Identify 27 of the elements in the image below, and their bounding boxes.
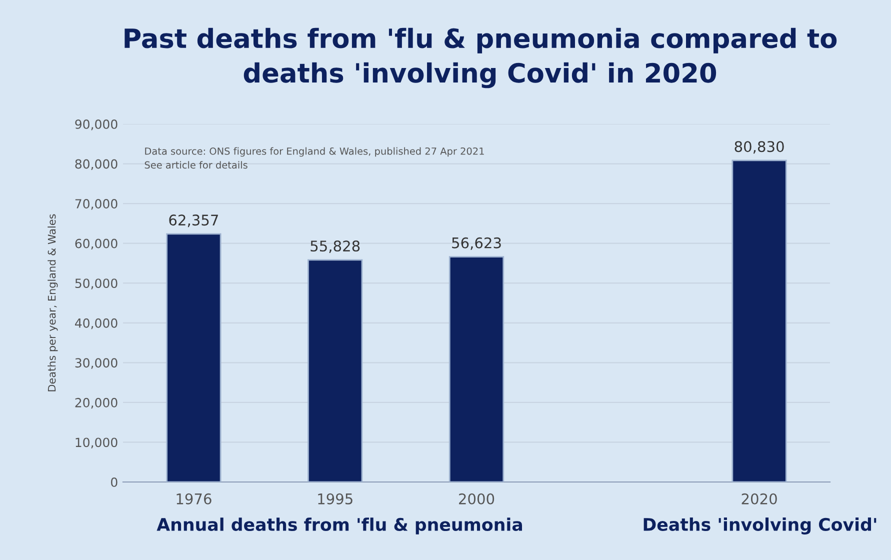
- x-tick-label: 2000: [459, 493, 494, 504]
- data-label: 56,623: [452, 237, 501, 250]
- data-label: 62,357: [169, 214, 218, 228]
- x-tick-label: 1976: [176, 493, 212, 504]
- y-tick-label: 10,000: [76, 438, 118, 448]
- y-tick-label: 90,000: [75, 119, 118, 130]
- text: Deaths 'involving Covid': [644, 518, 876, 534]
- bar: [448, 256, 504, 482]
- y-tick-label: 60,000: [75, 238, 118, 250]
- y-tick-label: 70,000: [75, 199, 118, 210]
- y-tick-label: 0: [111, 477, 118, 487]
- y-axis-title: Deaths per year, England & Wales: [48, 214, 58, 392]
- y-tick-label: 30,000: [75, 358, 118, 369]
- bar: [732, 160, 787, 482]
- x-tick-label: 2020: [742, 493, 777, 504]
- annotation: Data source: ONS figures for England & Wales, published 27 Apr 2021 See article for details: [144, 147, 484, 169]
- y-tick-label: 50,000: [75, 278, 118, 290]
- y-tick-label: 20,000: [75, 398, 118, 409]
- data-label: 55,828: [310, 240, 360, 254]
- y-tick-label: 40,000: [75, 318, 118, 330]
- data-label: 80,830: [734, 141, 784, 154]
- bar: [166, 233, 222, 482]
- x-tick-label: 1995: [318, 493, 352, 504]
- bar: [308, 259, 363, 482]
- chart-title: Past deaths from 'flu & pneumonia compared to deaths 'involving Covid' in 2020: [124, 28, 837, 88]
- y-tick-label: 80,000: [75, 159, 118, 170]
- text: Annual deaths from 'flu & pneumonia: [156, 518, 522, 534]
